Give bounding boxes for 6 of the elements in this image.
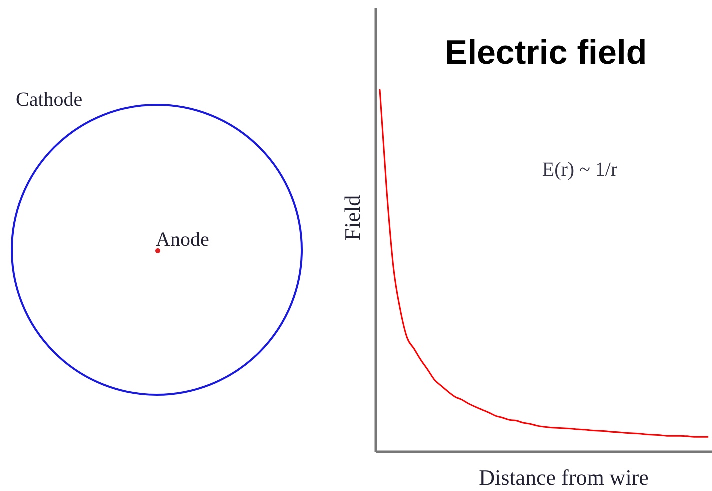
text: Cathode: [16, 89, 83, 111]
text: Anode: [156, 229, 210, 251]
y-axis-title: Field: [340, 195, 365, 241]
x-axis-title: Distance from wire: [479, 465, 649, 490]
annotation: E(r) ~ 1/r: [542, 159, 618, 181]
chart-title: Electric field: [444, 34, 648, 72]
